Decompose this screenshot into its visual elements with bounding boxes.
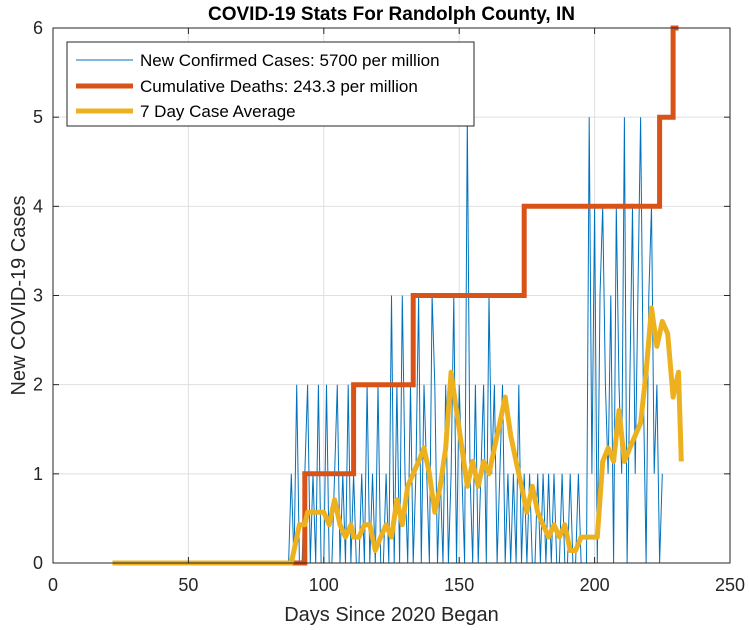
legend-label-2: 7 Day Case Average: [140, 102, 296, 121]
y-tick-label: 4: [33, 196, 43, 216]
y-tick-label: 2: [33, 375, 43, 395]
x-tick-label: 200: [580, 575, 610, 595]
x-tick-label: 100: [309, 575, 339, 595]
x-tick-label: 250: [715, 575, 745, 595]
x-tick-label: 150: [444, 575, 474, 595]
x-tick-label: 50: [178, 575, 198, 595]
chart-title: COVID-19 Stats For Randolph County, IN: [208, 4, 575, 25]
legend-label-1: Cumulative Deaths: 243.3 per million: [140, 77, 418, 96]
y-tick-label: 5: [33, 107, 43, 127]
legend-label-0: New Confirmed Cases: 5700 per million: [140, 51, 440, 70]
ticks: 0 50 100 150 200 250 0 1 2 3 4 5 6: [33, 18, 745, 595]
x-axis-title: Days Since 2020 Began: [284, 604, 499, 626]
y-axis-title: New COVID-19 Cases: [8, 195, 30, 395]
series-line-7day-average: [112, 305, 684, 566]
y-tick-label: 0: [33, 553, 43, 573]
y-tick-label: 1: [33, 464, 43, 484]
legend: New Confirmed Cases: 5700 per million Cum…: [66, 41, 475, 127]
x-tick-label: 0: [48, 575, 58, 595]
legend-box: [66, 41, 475, 127]
y-tick-label: 3: [33, 286, 43, 306]
y-tick-label: 6: [33, 18, 43, 38]
series-line-cumulative-deaths: [112, 25, 679, 566]
